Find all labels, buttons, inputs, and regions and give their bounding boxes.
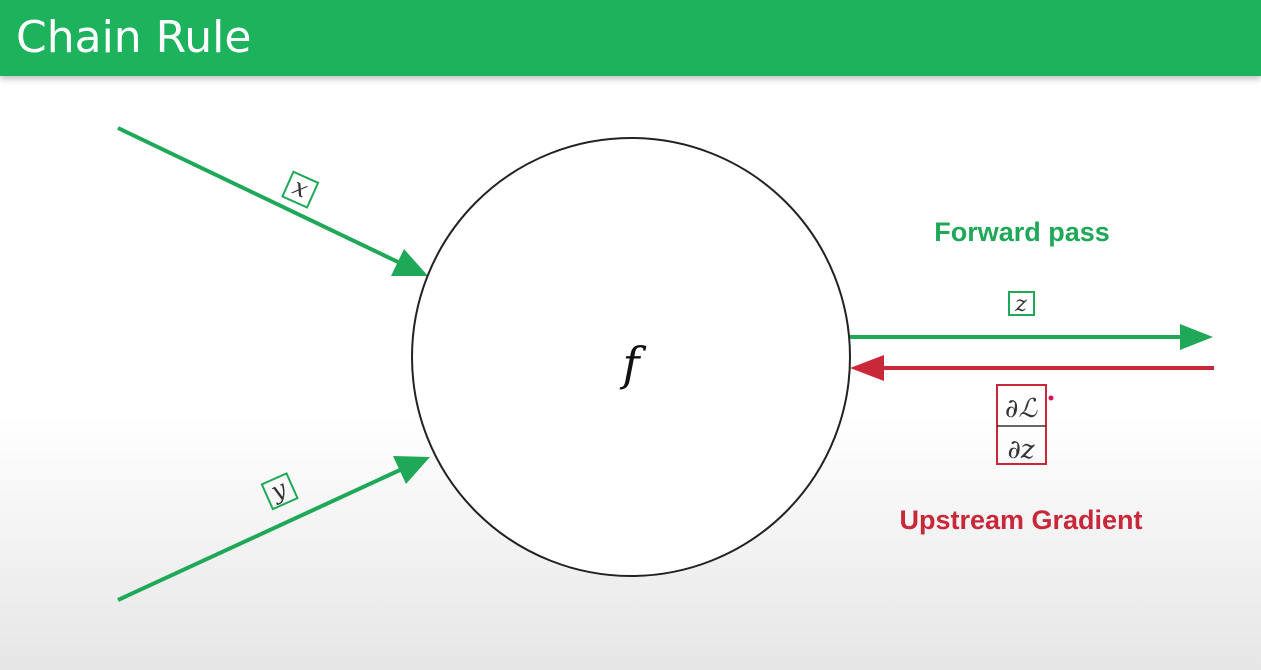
gradient-numerator: ∂ℒ (1005, 394, 1038, 424)
input-x-label: x (289, 173, 313, 204)
gradient-denominator: ∂z (1007, 435, 1034, 465)
forward-output-arrow (850, 324, 1213, 350)
forward-pass-label: Forward pass (934, 217, 1110, 247)
input-y-label-box: y (260, 472, 299, 511)
upstream-gradient-arrow (850, 355, 1214, 381)
input-y-arrow (117, 456, 430, 602)
input-x-arrow (117, 126, 428, 276)
page-title: Chain Rule (16, 12, 252, 63)
upstream-gradient-label: Upstream Gradient (899, 505, 1142, 535)
output-z-label: z (1014, 292, 1027, 317)
gradient-fraction-box: ∂ℒ ∂z (996, 384, 1054, 465)
output-z-label-box: z (1008, 291, 1035, 317)
function-node (411, 137, 851, 577)
input-x-label-box: x (281, 170, 320, 209)
header-bar: Chain Rule (0, 0, 1261, 76)
